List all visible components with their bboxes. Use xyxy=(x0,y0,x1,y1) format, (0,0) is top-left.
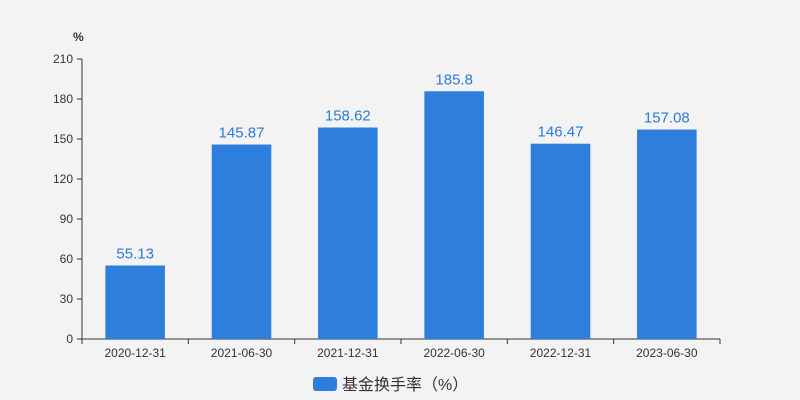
x-axis: 2020-12-31 2021-06-30 2021-12-31 2022-06-30… xyxy=(81,338,721,360)
y-tick-label: 0 xyxy=(66,332,73,346)
x-tick-label: 2022-06-30 xyxy=(423,346,485,360)
y-tick-label: 60 xyxy=(60,252,74,266)
y-tick-label: 180 xyxy=(53,92,73,106)
data-labels: 55.13 145.87 158.62 185.8 146.47 157.08 xyxy=(116,71,689,262)
bar-value-label: 185.8 xyxy=(435,71,473,88)
bar[interactable] xyxy=(318,127,378,339)
y-tick-label: 150 xyxy=(53,132,73,146)
y-tick-label: 120 xyxy=(53,172,73,186)
bar-series xyxy=(105,91,697,340)
x-tick-label: 2023-06-30 xyxy=(636,346,698,360)
x-tick-label: 2022-12-31 xyxy=(530,346,592,360)
bar[interactable] xyxy=(530,143,591,339)
x-tick-label: 2021-06-30 xyxy=(211,346,273,360)
bar[interactable] xyxy=(105,265,165,339)
bar-value-label: 145.87 xyxy=(219,125,265,142)
x-tick-label: 2020-12-31 xyxy=(104,346,166,360)
bar-value-label: 146.47 xyxy=(538,124,584,141)
legend[interactable]: 基金换手率（%） xyxy=(313,376,468,394)
y-axis-unit-label: % xyxy=(73,30,84,44)
bar[interactable] xyxy=(637,129,697,339)
legend-series-name[interactable]: 基金换手率（%） xyxy=(342,376,468,394)
y-axis: 0 30 60 90 120 150 180 210 xyxy=(53,52,83,346)
bar-value-label: 158.62 xyxy=(325,108,371,125)
x-tick-label: 2021-12-31 xyxy=(317,346,379,360)
bar[interactable] xyxy=(424,91,484,340)
legend-swatch[interactable] xyxy=(313,377,337,391)
bar-value-label: 157.08 xyxy=(644,110,690,127)
bar-value-label: 55.13 xyxy=(116,245,154,262)
y-tick-label: 210 xyxy=(53,52,73,66)
y-tick-label: 30 xyxy=(60,292,74,306)
bar[interactable] xyxy=(211,144,272,339)
y-tick-label: 90 xyxy=(60,212,74,226)
